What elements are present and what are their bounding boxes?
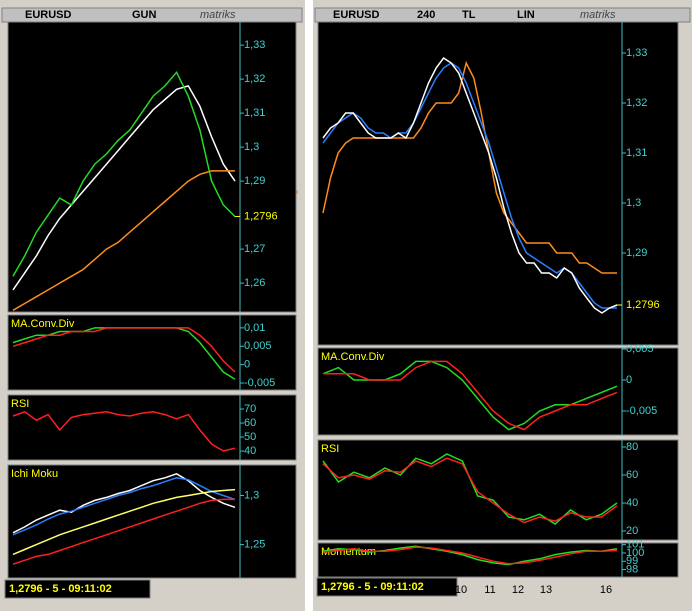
indicator-line [12, 70, 236, 277]
y-tick-label: 70 [244, 403, 256, 415]
indicator-line [12, 498, 235, 565]
brand: matriks [580, 9, 616, 21]
y-tick-label: 60 [244, 417, 256, 429]
y-tick-label: -0,005 [244, 377, 275, 389]
y-tick-label: 100 [626, 547, 644, 559]
indicator-line [322, 457, 618, 524]
indicator-line [322, 546, 618, 565]
y-tick-label: 0 [244, 359, 250, 371]
indicator-line [322, 60, 617, 274]
y-tick-label: 98 [626, 563, 638, 575]
title-field: EURUSD [25, 9, 72, 21]
y-tick-label: 40 [626, 497, 638, 509]
status-box [4, 579, 151, 599]
plot-area [317, 542, 679, 578]
y-tick-label: 40 [244, 445, 256, 457]
title-field: TL [462, 9, 476, 21]
title-field: 240 [417, 9, 435, 21]
indicator-line [322, 56, 618, 314]
last-price-label: 1,2796 [244, 210, 278, 222]
plot-area [317, 439, 679, 541]
y-tick-label: 1,31 [244, 107, 265, 119]
panel-title: MA.Conv.Div [321, 351, 385, 363]
status-text: 1,2796 - 5 - 09:11:02 [321, 581, 424, 593]
plot-area [7, 394, 297, 461]
y-tick-label: 80 [626, 441, 638, 453]
y-tick-label: 1,3 [244, 489, 259, 501]
y-tick-label: -0,005 [626, 405, 657, 417]
last-price-label: 1,2796 [626, 299, 660, 311]
y-tick-label: 0,01 [244, 322, 265, 334]
x-tick-label: 12 [512, 584, 524, 596]
x-tick-label: 10 [455, 584, 467, 596]
indicator-line [12, 327, 236, 373]
y-tick-label: 1,32 [244, 73, 265, 85]
indicator-line [12, 472, 236, 534]
indicator-line [12, 410, 236, 452]
title-field: EURUSD [333, 9, 380, 21]
indicator-line [12, 85, 236, 291]
y-tick-label: 1,33 [626, 47, 647, 59]
indicator-line [323, 360, 618, 431]
y-tick-label: 1,32 [626, 97, 647, 109]
y-tick-label: 50 [244, 431, 256, 443]
panel-title: RSI [321, 443, 339, 455]
y-tick-label: 1,25 [244, 538, 265, 550]
y-tick-label: 1,33 [244, 39, 265, 51]
panel-title: RSI [11, 398, 29, 410]
indicator-line [12, 477, 236, 536]
y-tick-label: 1,3 [244, 141, 259, 153]
brand: matriks [200, 9, 236, 21]
y-tick-label: 1,29 [244, 175, 265, 187]
y-tick-label: 0 [626, 374, 632, 386]
x-tick-label: 11 [484, 584, 495, 596]
x-tick-label: 16 [600, 584, 612, 596]
y-tick-label: 101 [626, 539, 644, 551]
title-field: GUN [132, 9, 157, 21]
x-tick-label: 09 [427, 584, 439, 596]
panel-title: Ichi Moku [11, 468, 58, 480]
y-tick-label: 20 [626, 525, 638, 537]
plot-area [7, 21, 297, 313]
y-tick-label: 1,29 [626, 247, 647, 259]
title-field: LIN [517, 9, 535, 21]
y-tick-label: 1,31 [626, 147, 647, 159]
y-tick-label: 0,005 [626, 343, 654, 355]
y-tick-label: 1,26 [244, 277, 265, 289]
y-tick-label: 99 [626, 555, 638, 567]
indicator-line [12, 488, 236, 556]
y-tick-label: 1,3 [626, 197, 641, 209]
y-tick-label: 0,005 [244, 340, 272, 352]
status-text: 1,2796 - 5 - 09:11:02 [9, 583, 112, 595]
panel-title: MA.Conv.Div [11, 318, 75, 330]
status-box [316, 577, 458, 597]
y-tick-label: 60 [626, 469, 638, 481]
indicator-line [12, 170, 235, 311]
x-tick-label: 13 [540, 584, 552, 596]
plot-area [7, 464, 297, 579]
y-tick-label: 1,27 [244, 243, 265, 255]
